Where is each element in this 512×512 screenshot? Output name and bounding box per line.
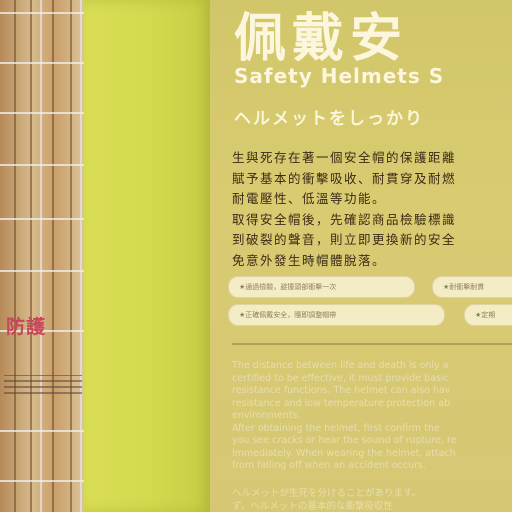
plank-line: [14, 0, 16, 512]
en-line: immediately. When wearing the helmet, at…: [232, 447, 456, 459]
metal-rail: [0, 480, 92, 482]
section-divider: [232, 343, 512, 345]
english-paragraph: The distance between life and death is o…: [232, 360, 512, 473]
zh-line: 到破裂的聲音，則立即更換新的安全: [232, 232, 457, 247]
en-line: After obtaining the helmet, first confir…: [232, 422, 440, 434]
tip-pill: ★正確佩戴安全，隨即調整帽帶: [228, 304, 445, 326]
tip-pills: ★通過檢驗，避撞頭部衝擊一次 ★耐衝擊耐貫 ★正確佩戴安全，隨即調整帽帶 ★定期: [228, 274, 512, 334]
panel-en-title: Safety Helmets S: [234, 64, 445, 88]
metal-rail: [0, 12, 92, 14]
plank-line: [52, 0, 54, 512]
en-line: from falling off when an accident occurs…: [232, 460, 426, 471]
en-line: you see cracks or hear the sound of rupt…: [232, 435, 457, 446]
panel-title: 佩戴安: [234, 9, 409, 69]
red-sign-text: 防護: [6, 316, 47, 338]
plank-line: [30, 0, 32, 512]
metal-rail: [0, 270, 92, 272]
panel-jp-title: ヘルメットをしっかり: [234, 109, 424, 129]
jp-line: ず、ヘルメットの基本的な衝撃吸収性: [232, 500, 393, 512]
metal-rail: [0, 62, 92, 64]
info-panel: 佩戴安 Safety Helmets S ヘルメットをしっかり 生與死存在著一個…: [210, 0, 512, 512]
metal-rail: [0, 218, 92, 220]
zh-line: 免意外發生時帽體脫落。: [232, 252, 387, 268]
en-line: resistance and low temperature protectio…: [232, 397, 451, 409]
small-placard: [4, 375, 82, 398]
metal-post: [40, 0, 42, 512]
metal-post: [80, 0, 82, 512]
en-line: environments.: [232, 410, 301, 421]
jp-line: ヘルメットが生死を分けることがあります。: [232, 488, 422, 499]
zh-line: 生與死存在著一個安全帽的保護距離: [232, 150, 457, 165]
en-line: The distance between life and death is o…: [232, 360, 449, 371]
yellow-pillar: [84, 0, 210, 512]
metal-rail: [0, 164, 92, 166]
zh-line: 取得安全帽後，先確認商品檢驗標識: [232, 211, 457, 227]
zh-line: 耐電壓性、低溫等功能。: [232, 191, 387, 206]
chinese-paragraph: 生與死存在著一個安全帽的保護距離 賦予基本的衝擊吸收、耐貫穿及耐燃 耐電壓性、低…: [232, 148, 512, 271]
metal-rail: [0, 112, 92, 114]
en-line: certified to be effective, it must provi…: [232, 372, 449, 384]
tip-pill: ★通過檢驗，避撞頭部衝擊一次: [228, 276, 415, 298]
plank-line: [70, 0, 72, 512]
en-line: resistance functions. The helmet can als…: [232, 385, 451, 396]
metal-rail: [0, 430, 92, 432]
tip-pill: ★耐衝擊耐貫: [432, 276, 512, 298]
japanese-paragraph: ヘルメットが生死を分けることがあります。 ず、ヘルメットの基本的な衝撃吸収性: [232, 488, 512, 512]
zh-line: 賦予基本的衝擊吸收、耐貫穿及耐燃: [232, 170, 457, 186]
wooden-grid-wall: 防護: [0, 0, 92, 512]
metal-rail: [0, 330, 92, 332]
tip-pill: ★定期: [464, 304, 512, 326]
